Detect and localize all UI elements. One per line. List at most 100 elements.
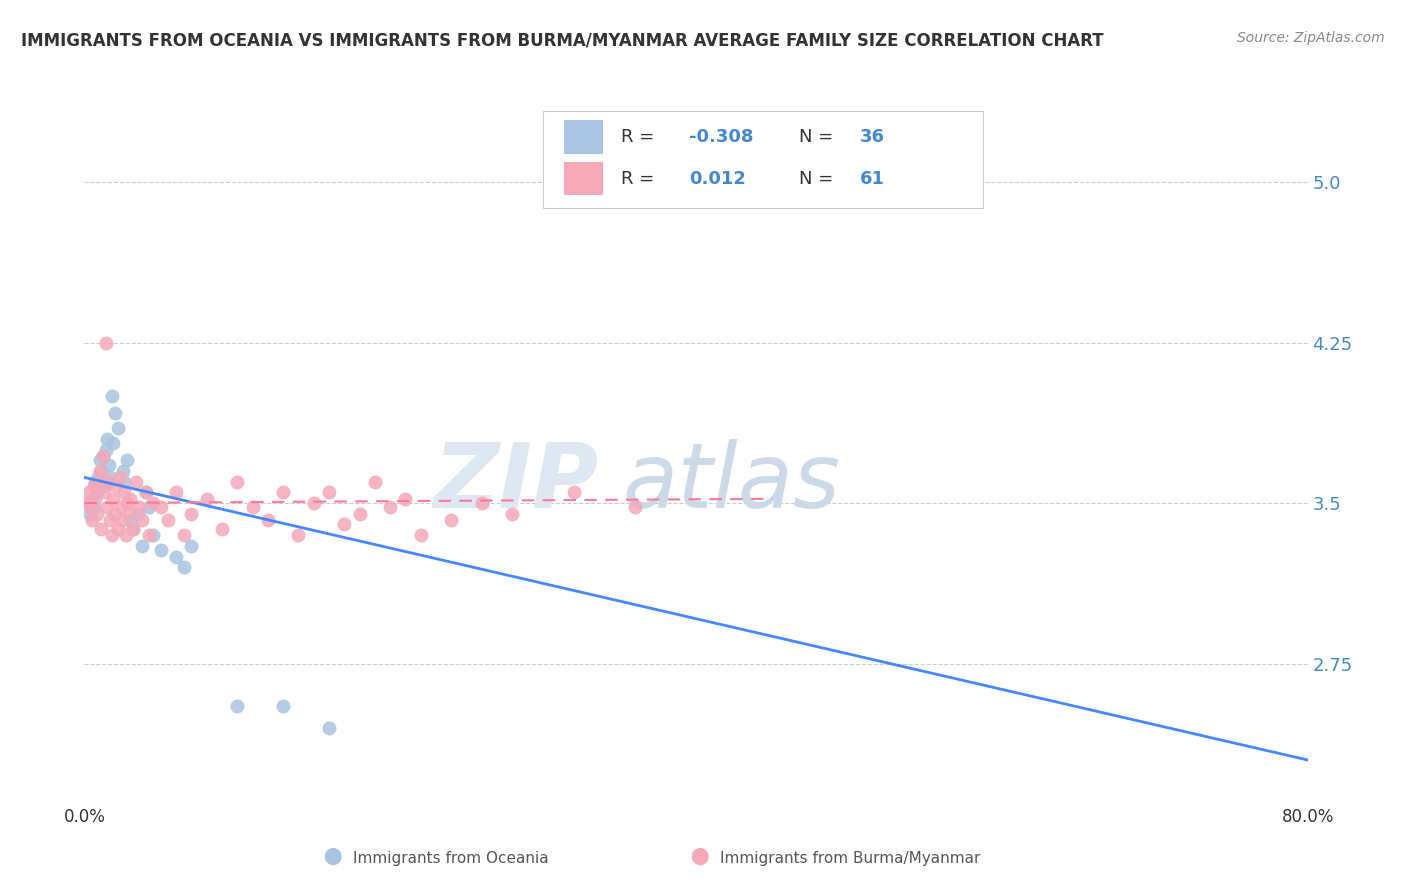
Point bbox=[97, 475, 120, 489]
Point bbox=[115, 453, 138, 467]
Point bbox=[87, 470, 110, 484]
Point bbox=[195, 491, 218, 506]
Point bbox=[86, 507, 108, 521]
Point bbox=[94, 442, 117, 457]
Point bbox=[122, 522, 145, 536]
Point bbox=[101, 389, 124, 403]
Point bbox=[101, 528, 124, 542]
Text: ZIP: ZIP bbox=[433, 439, 598, 527]
Point bbox=[98, 513, 121, 527]
Point bbox=[77, 496, 100, 510]
Point bbox=[83, 500, 105, 515]
Point bbox=[80, 513, 103, 527]
Point bbox=[287, 528, 309, 542]
Point bbox=[94, 335, 117, 350]
Point bbox=[89, 453, 111, 467]
Text: 36: 36 bbox=[860, 128, 884, 146]
Point bbox=[112, 485, 135, 500]
Text: atlas: atlas bbox=[623, 439, 841, 527]
Point bbox=[173, 528, 195, 542]
Point bbox=[180, 539, 202, 553]
FancyBboxPatch shape bbox=[543, 111, 983, 208]
Point bbox=[76, 496, 98, 510]
Point bbox=[77, 485, 100, 500]
Point bbox=[91, 449, 114, 463]
Point bbox=[105, 479, 128, 493]
Point bbox=[157, 513, 180, 527]
Point bbox=[86, 485, 108, 500]
Point bbox=[91, 449, 114, 463]
Point bbox=[149, 500, 172, 515]
Point bbox=[440, 513, 463, 527]
Text: Immigrants from Burma/Myanmar: Immigrants from Burma/Myanmar bbox=[720, 851, 981, 865]
Point bbox=[318, 485, 340, 500]
Point bbox=[135, 485, 157, 500]
Point bbox=[502, 507, 524, 521]
Point bbox=[349, 507, 371, 521]
Point bbox=[90, 464, 112, 478]
Point bbox=[135, 485, 157, 500]
Text: -0.308: -0.308 bbox=[689, 128, 754, 146]
Point bbox=[96, 500, 118, 515]
Point bbox=[104, 406, 127, 420]
Point bbox=[394, 491, 416, 506]
Point bbox=[165, 485, 187, 500]
Point bbox=[98, 470, 121, 484]
Text: 61: 61 bbox=[860, 169, 884, 187]
Point bbox=[118, 507, 141, 521]
Point bbox=[87, 475, 110, 489]
Point bbox=[110, 500, 132, 515]
Point bbox=[83, 479, 105, 493]
Point bbox=[79, 507, 101, 521]
Text: ⬤: ⬤ bbox=[690, 847, 709, 865]
Point bbox=[89, 464, 111, 478]
Point bbox=[211, 522, 233, 536]
Point bbox=[122, 522, 145, 536]
Point bbox=[112, 475, 135, 489]
Text: Immigrants from Oceania: Immigrants from Oceania bbox=[353, 851, 550, 865]
Point bbox=[107, 522, 129, 536]
Point bbox=[318, 721, 340, 735]
Point bbox=[120, 513, 142, 527]
Point bbox=[226, 699, 249, 714]
Point bbox=[111, 464, 134, 478]
Point bbox=[97, 458, 120, 472]
Point bbox=[103, 491, 125, 506]
Point bbox=[125, 475, 148, 489]
Point bbox=[131, 539, 153, 553]
Point bbox=[165, 549, 187, 564]
Point bbox=[84, 491, 107, 506]
Point bbox=[562, 485, 585, 500]
Text: ⬤: ⬤ bbox=[323, 847, 342, 865]
Point bbox=[271, 485, 294, 500]
Point bbox=[302, 496, 325, 510]
Point bbox=[115, 496, 138, 510]
Point bbox=[257, 513, 280, 527]
Point bbox=[364, 475, 387, 489]
Text: R =: R = bbox=[621, 169, 661, 187]
Point bbox=[111, 513, 134, 527]
Point bbox=[409, 528, 432, 542]
Point bbox=[93, 485, 115, 500]
Point bbox=[333, 517, 356, 532]
Point bbox=[142, 528, 165, 542]
Point bbox=[149, 543, 172, 558]
Point bbox=[79, 500, 101, 515]
Bar bbox=[564, 162, 603, 195]
Text: R =: R = bbox=[621, 128, 661, 146]
Point bbox=[242, 500, 264, 515]
Text: Source: ZipAtlas.com: Source: ZipAtlas.com bbox=[1237, 31, 1385, 45]
Point bbox=[138, 500, 160, 515]
Point bbox=[107, 421, 129, 435]
Point bbox=[108, 470, 131, 484]
Point bbox=[131, 513, 153, 527]
Point bbox=[80, 491, 103, 506]
Point bbox=[271, 699, 294, 714]
Point bbox=[471, 496, 494, 510]
Point bbox=[103, 436, 125, 450]
Point bbox=[96, 432, 118, 446]
Bar bbox=[564, 120, 603, 153]
Point bbox=[114, 528, 136, 542]
Point bbox=[93, 479, 115, 493]
Point bbox=[120, 491, 142, 506]
